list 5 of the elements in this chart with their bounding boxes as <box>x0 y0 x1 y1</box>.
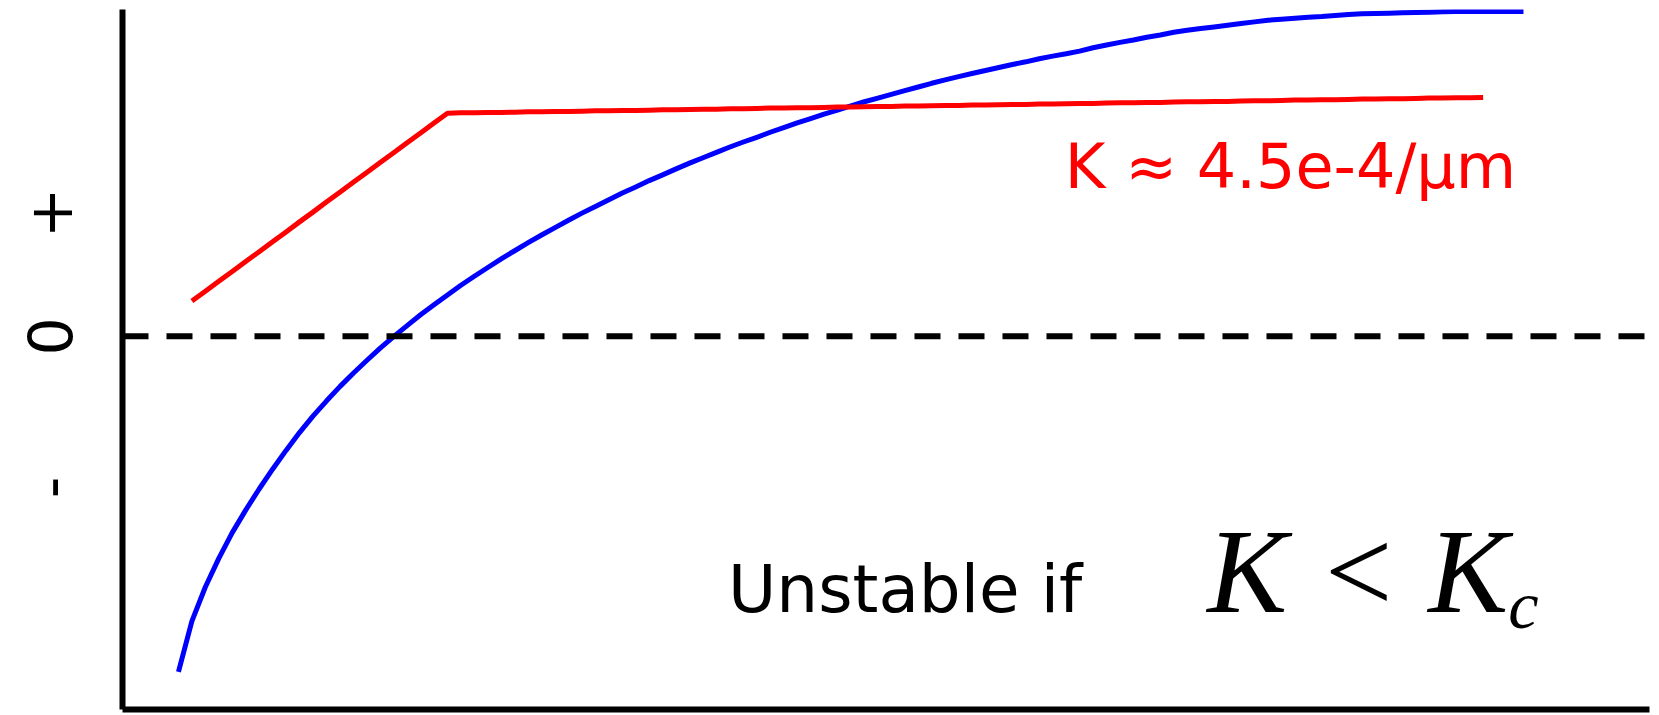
ref-line-label: 0 <box>16 317 87 356</box>
text: Unstable if K < K$_{c}$ <box>728 505 1539 643</box>
text: + <box>16 187 87 238</box>
text: - <box>16 476 87 499</box>
series-label: K ≈ 4.5e-4/μm <box>1064 129 1517 203</box>
